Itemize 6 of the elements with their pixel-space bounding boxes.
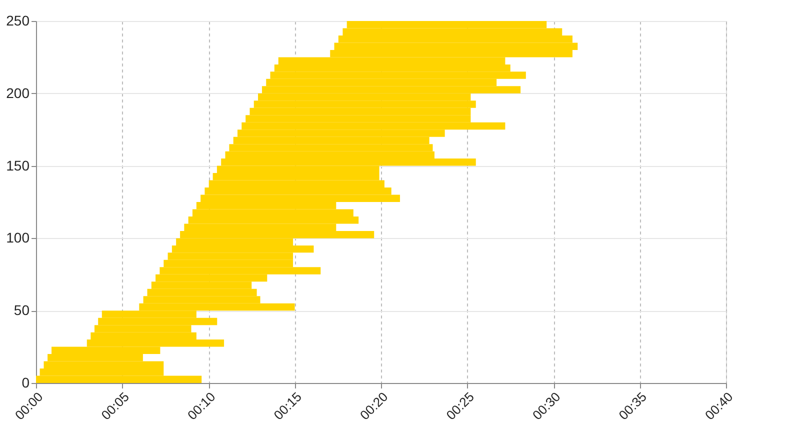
y-tick-label: 200 <box>6 84 30 101</box>
y-tick-label: 50 <box>14 302 30 318</box>
y-tick-label: 150 <box>6 157 30 174</box>
y-tick-label: 100 <box>6 230 30 246</box>
y-tick-label: 0 <box>22 374 30 390</box>
y-tick-label: 250 <box>6 12 30 28</box>
